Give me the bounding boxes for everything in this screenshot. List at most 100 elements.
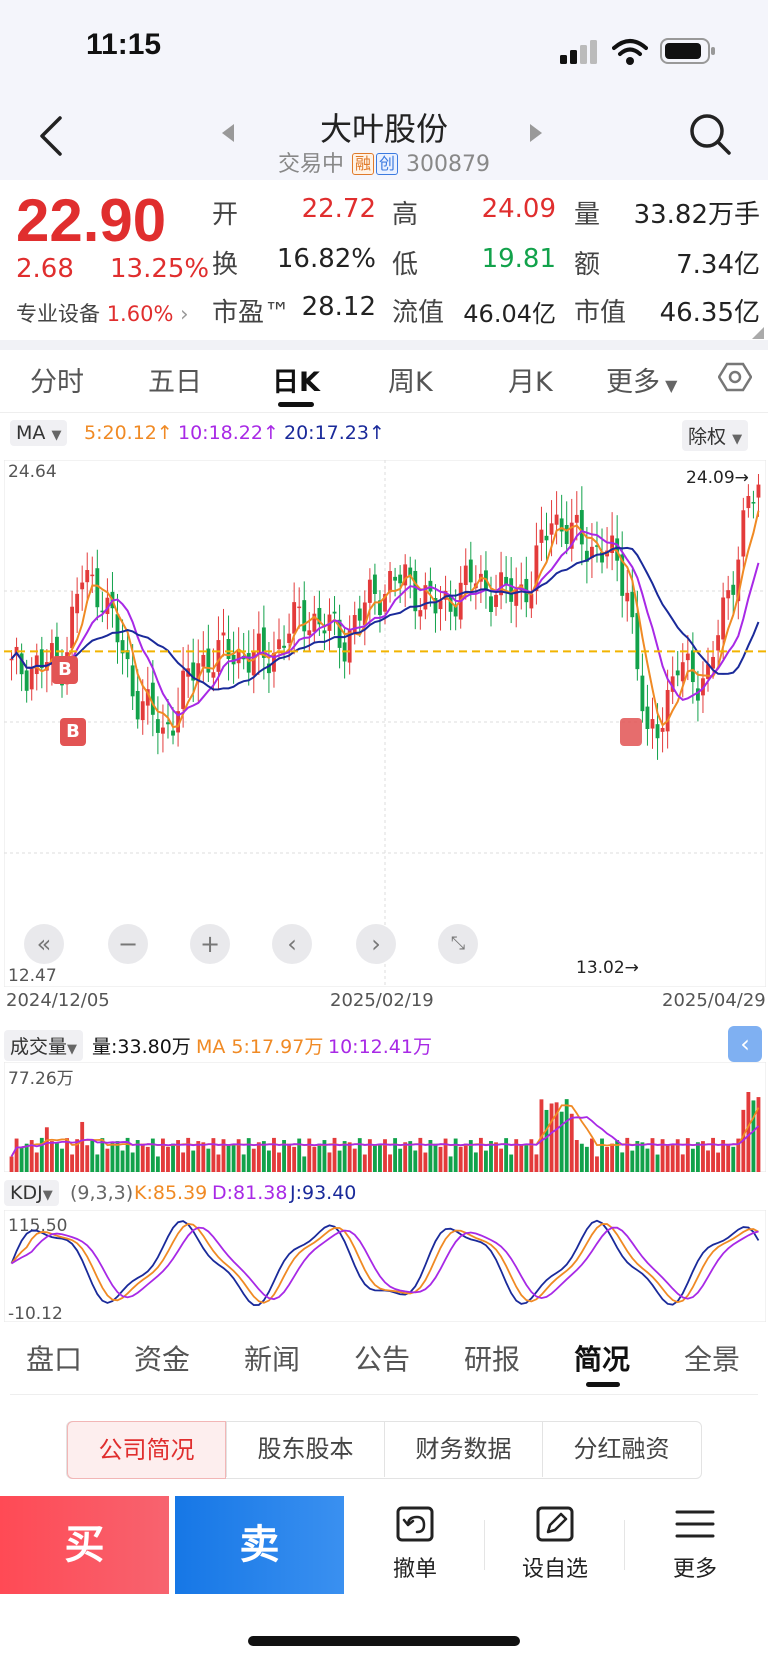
candle xyxy=(675,670,680,676)
x-label-mid: 2025/02/19 xyxy=(330,990,434,1011)
volume-bar xyxy=(413,1150,418,1172)
volume-bar xyxy=(332,1137,337,1172)
tab-research[interactable]: 研报 xyxy=(464,1343,521,1376)
candle xyxy=(726,590,731,599)
fullscreen-icon[interactable]: ⤡ xyxy=(438,924,478,964)
volume-bar xyxy=(34,1152,39,1172)
tab-announcements[interactable]: 公告 xyxy=(354,1343,411,1376)
volume-bar xyxy=(282,1140,286,1172)
margin-tag: 融 xyxy=(352,153,375,175)
volume-bar xyxy=(246,1138,251,1172)
adjust-selector[interactable]: 除权 ▼ xyxy=(682,420,749,451)
volume-selector[interactable]: 成交量▼ xyxy=(4,1030,84,1061)
candle xyxy=(413,570,418,612)
volume-bar xyxy=(145,1146,150,1172)
volume-bar xyxy=(403,1142,408,1172)
buy-mark[interactable]: B xyxy=(60,718,86,746)
volume-bar xyxy=(756,1097,761,1172)
volume-bar xyxy=(388,1154,392,1172)
volume-bar xyxy=(398,1148,403,1172)
sector-link[interactable]: 专业设备 1.60% › xyxy=(16,298,189,328)
candle xyxy=(206,648,211,673)
subtab-dividends[interactable]: 分红融资 xyxy=(542,1421,700,1477)
kdj-k: K:85.39 xyxy=(134,1182,208,1204)
volume-label: 量 xyxy=(574,200,601,230)
volume-bar xyxy=(610,1143,615,1172)
ma-label: MA xyxy=(16,422,46,444)
volume-bar xyxy=(105,1148,110,1172)
buy-button[interactable]: 买 xyxy=(0,1496,169,1594)
candle xyxy=(191,662,196,681)
candle xyxy=(751,502,756,504)
sell-button[interactable]: 卖 xyxy=(175,1496,344,1594)
volume-bar xyxy=(307,1138,312,1172)
indicator-settings-icon[interactable] xyxy=(717,362,753,396)
kdj-selector[interactable]: KDJ▼ xyxy=(4,1180,59,1206)
volume-bar xyxy=(231,1145,236,1172)
candle xyxy=(398,574,403,584)
candle xyxy=(670,676,675,692)
status-time: 11:15 xyxy=(86,28,162,61)
volume-bar xyxy=(706,1150,710,1172)
dropdown-icon: ▼ xyxy=(42,1188,53,1203)
buy-mark[interactable]: B xyxy=(52,656,78,684)
tab-capital[interactable]: 资金 xyxy=(134,1343,191,1376)
more-button[interactable]: 更多 xyxy=(640,1505,750,1583)
subtab-financials[interactable]: 财务数据 xyxy=(384,1421,542,1477)
kdj-label: KDJ xyxy=(10,1182,43,1204)
candle xyxy=(438,600,443,610)
zoom-out-icon[interactable]: − xyxy=(108,924,148,964)
sell-mark[interactable] xyxy=(620,718,642,746)
tab-profile[interactable]: 简况 xyxy=(574,1343,631,1376)
candle xyxy=(388,571,392,593)
volume-bar xyxy=(670,1145,675,1172)
tab-monthly-k[interactable]: 月K xyxy=(508,367,553,398)
search-icon[interactable] xyxy=(688,112,732,160)
tab-intraday[interactable]: 分时 xyxy=(30,367,84,398)
rewind-icon[interactable]: « xyxy=(24,924,64,964)
add-watchlist-button[interactable]: 设自选 xyxy=(500,1505,610,1583)
candle xyxy=(176,711,180,733)
volume-bar xyxy=(751,1100,756,1172)
volume-bar xyxy=(494,1142,498,1172)
volume-bar xyxy=(484,1150,488,1172)
cancel-order-button[interactable]: 撤单 xyxy=(360,1505,470,1583)
volume-bar xyxy=(166,1146,170,1172)
candle xyxy=(236,650,241,664)
tab-daily-k[interactable]: 日K xyxy=(272,367,320,398)
pan-right-icon[interactable]: › xyxy=(356,924,396,964)
expand-corner-icon[interactable] xyxy=(752,324,766,343)
pan-left-icon[interactable]: ‹ xyxy=(272,924,312,964)
tab-order-book[interactable]: 盘口 xyxy=(26,1343,83,1376)
candle xyxy=(706,664,710,679)
candle xyxy=(231,654,236,665)
candlestick-chart[interactable] xyxy=(4,460,766,987)
collapse-panel-icon[interactable]: ‹ xyxy=(728,1026,762,1062)
next-stock-icon[interactable] xyxy=(528,122,544,148)
tab-more[interactable]: 更多 ▼ xyxy=(606,360,677,399)
candle xyxy=(29,668,34,690)
tab-panorama[interactable]: 全景 xyxy=(684,1343,741,1376)
period-tabs xyxy=(0,350,768,413)
volume-bar xyxy=(100,1138,105,1172)
candle xyxy=(100,610,105,613)
volume-bar xyxy=(357,1138,362,1172)
tab-five-day[interactable]: 五日 xyxy=(148,367,202,398)
candle xyxy=(468,559,473,583)
ma-selector[interactable]: MA ▼ xyxy=(10,420,68,446)
tab-weekly-k[interactable]: 周K xyxy=(388,367,433,398)
volume-bar xyxy=(680,1154,685,1172)
candle xyxy=(297,606,302,609)
zoom-in-icon[interactable]: + xyxy=(190,924,230,964)
subtab-company-profile[interactable]: 公司简况 xyxy=(67,1421,226,1479)
candle xyxy=(650,719,655,729)
float-label: 流值 xyxy=(392,298,445,328)
low-label: 低 xyxy=(392,250,419,280)
volume-bar xyxy=(721,1140,726,1172)
subtab-shareholders[interactable]: 股东股本 xyxy=(226,1421,384,1477)
back-icon[interactable] xyxy=(36,114,66,162)
prev-stock-icon[interactable] xyxy=(220,122,236,148)
tab-news[interactable]: 新闻 xyxy=(244,1343,301,1376)
candle xyxy=(261,627,266,658)
volume-bar xyxy=(514,1139,519,1172)
